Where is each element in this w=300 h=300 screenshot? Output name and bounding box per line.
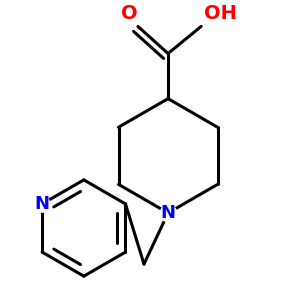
Text: O: O <box>121 4 137 23</box>
Text: N: N <box>34 195 50 213</box>
Text: OH: OH <box>204 4 237 23</box>
Text: N: N <box>160 204 175 222</box>
